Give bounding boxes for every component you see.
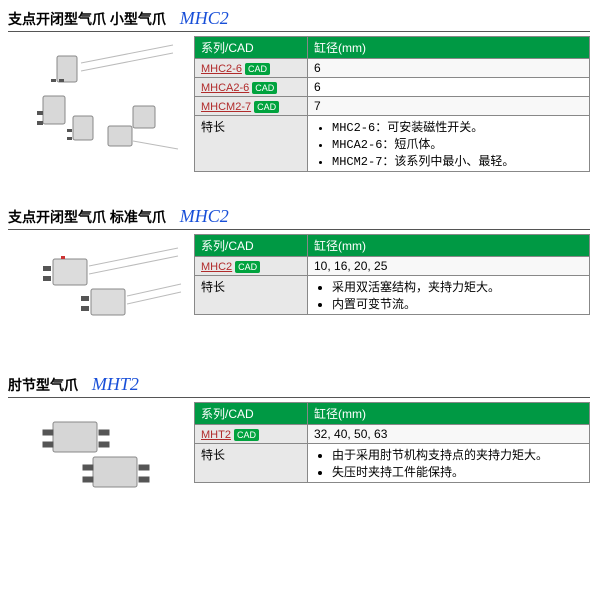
feature-item: 由于采用肘节机构支持点的夹持力矩大。 bbox=[332, 446, 583, 463]
table-row: MHT2CAD 32, 40, 50, 63 bbox=[195, 425, 590, 444]
th-bore: 缸径(mm) bbox=[308, 235, 590, 257]
table-row: MHC2-6CAD 6 bbox=[195, 59, 590, 78]
feature-item: 采用双活塞结构，夹持力矩大。 bbox=[332, 278, 583, 295]
cad-badge-icon: CAD bbox=[235, 261, 260, 273]
th-series: 系列/CAD bbox=[195, 403, 308, 425]
feature-item: MHCA2-6：短爪体。 bbox=[332, 135, 583, 152]
feature-cell: 采用双活塞结构，夹持力矩大。 内置可变节流。 bbox=[308, 276, 590, 315]
title-model: MHC2 bbox=[180, 8, 229, 28]
feature-label: 特长 bbox=[195, 276, 308, 315]
title-model: MHT2 bbox=[92, 374, 139, 394]
feature-item: 内置可变节流。 bbox=[332, 295, 583, 312]
cad-badge-icon: CAD bbox=[234, 429, 259, 441]
cad-badge-icon: CAD bbox=[252, 82, 277, 94]
series-link[interactable]: MHT2 bbox=[201, 429, 231, 441]
title-cn: 支点开闭型气爪 标准气爪 bbox=[8, 209, 166, 225]
th-series: 系列/CAD bbox=[195, 235, 308, 257]
cad-badge-icon: CAD bbox=[245, 63, 270, 75]
bore-cell: 6 bbox=[308, 59, 590, 78]
series-link[interactable]: MHCA2-6 bbox=[201, 82, 249, 94]
feature-item: MHC2-6：可安装磁性开关。 bbox=[332, 118, 583, 135]
title-model: MHC2 bbox=[180, 206, 229, 226]
table-row: MHCA2-6CAD 6 bbox=[195, 78, 590, 97]
cad-badge-icon: CAD bbox=[254, 101, 279, 113]
section-mht2: 肘节型气爪 MHT2 系列/CAD 缸径(mm bbox=[8, 374, 590, 512]
bore-cell: 32, 40, 50, 63 bbox=[308, 425, 590, 444]
spec-table: 系列/CAD 缸径(mm) MHT2CAD 32, 40, 50, 63 特长 … bbox=[194, 402, 590, 483]
bore-cell: 10, 16, 20, 25 bbox=[308, 257, 590, 276]
section-mhc2-small: 支点开闭型气爪 小型气爪 MHC2 bbox=[8, 8, 590, 176]
title-cn: 肘节型气爪 bbox=[8, 377, 78, 393]
product-image bbox=[8, 234, 188, 344]
spec-table: 系列/CAD 缸径(mm) MHC2CAD 10, 16, 20, 25 特长 … bbox=[194, 234, 590, 315]
series-link[interactable]: MHCM2-7 bbox=[201, 101, 251, 113]
table-row: MHCM2-7CAD 7 bbox=[195, 97, 590, 116]
th-bore: 缸径(mm) bbox=[308, 403, 590, 425]
section-title: 支点开闭型气爪 小型气爪 MHC2 bbox=[8, 8, 590, 32]
title-cn: 支点开闭型气爪 小型气爪 bbox=[8, 11, 166, 27]
th-series: 系列/CAD bbox=[195, 37, 308, 59]
product-image bbox=[8, 36, 188, 176]
feature-item: 失压时夹持工件能保持。 bbox=[332, 463, 583, 480]
feature-cell: MHC2-6：可安装磁性开关。 MHCA2-6：短爪体。 MHCM2-7：该系列… bbox=[308, 116, 590, 172]
table-row: MHC2CAD 10, 16, 20, 25 bbox=[195, 257, 590, 276]
feature-cell: 由于采用肘节机构支持点的夹持力矩大。 失压时夹持工件能保持。 bbox=[308, 444, 590, 483]
feature-label: 特长 bbox=[195, 116, 308, 172]
spec-table: 系列/CAD 缸径(mm) MHC2-6CAD 6 MHCA2-6CAD 6 M… bbox=[194, 36, 590, 172]
bore-cell: 6 bbox=[308, 78, 590, 97]
section-mhc2-std: 支点开闭型气爪 标准气爪 MHC2 bbox=[8, 206, 590, 344]
feature-item: MHCM2-7：该系列中最小、最轻。 bbox=[332, 152, 583, 169]
th-bore: 缸径(mm) bbox=[308, 37, 590, 59]
product-image bbox=[8, 402, 188, 512]
bore-cell: 7 bbox=[308, 97, 590, 116]
series-link[interactable]: MHC2 bbox=[201, 261, 232, 273]
feature-label: 特长 bbox=[195, 444, 308, 483]
series-link[interactable]: MHC2-6 bbox=[201, 63, 242, 75]
